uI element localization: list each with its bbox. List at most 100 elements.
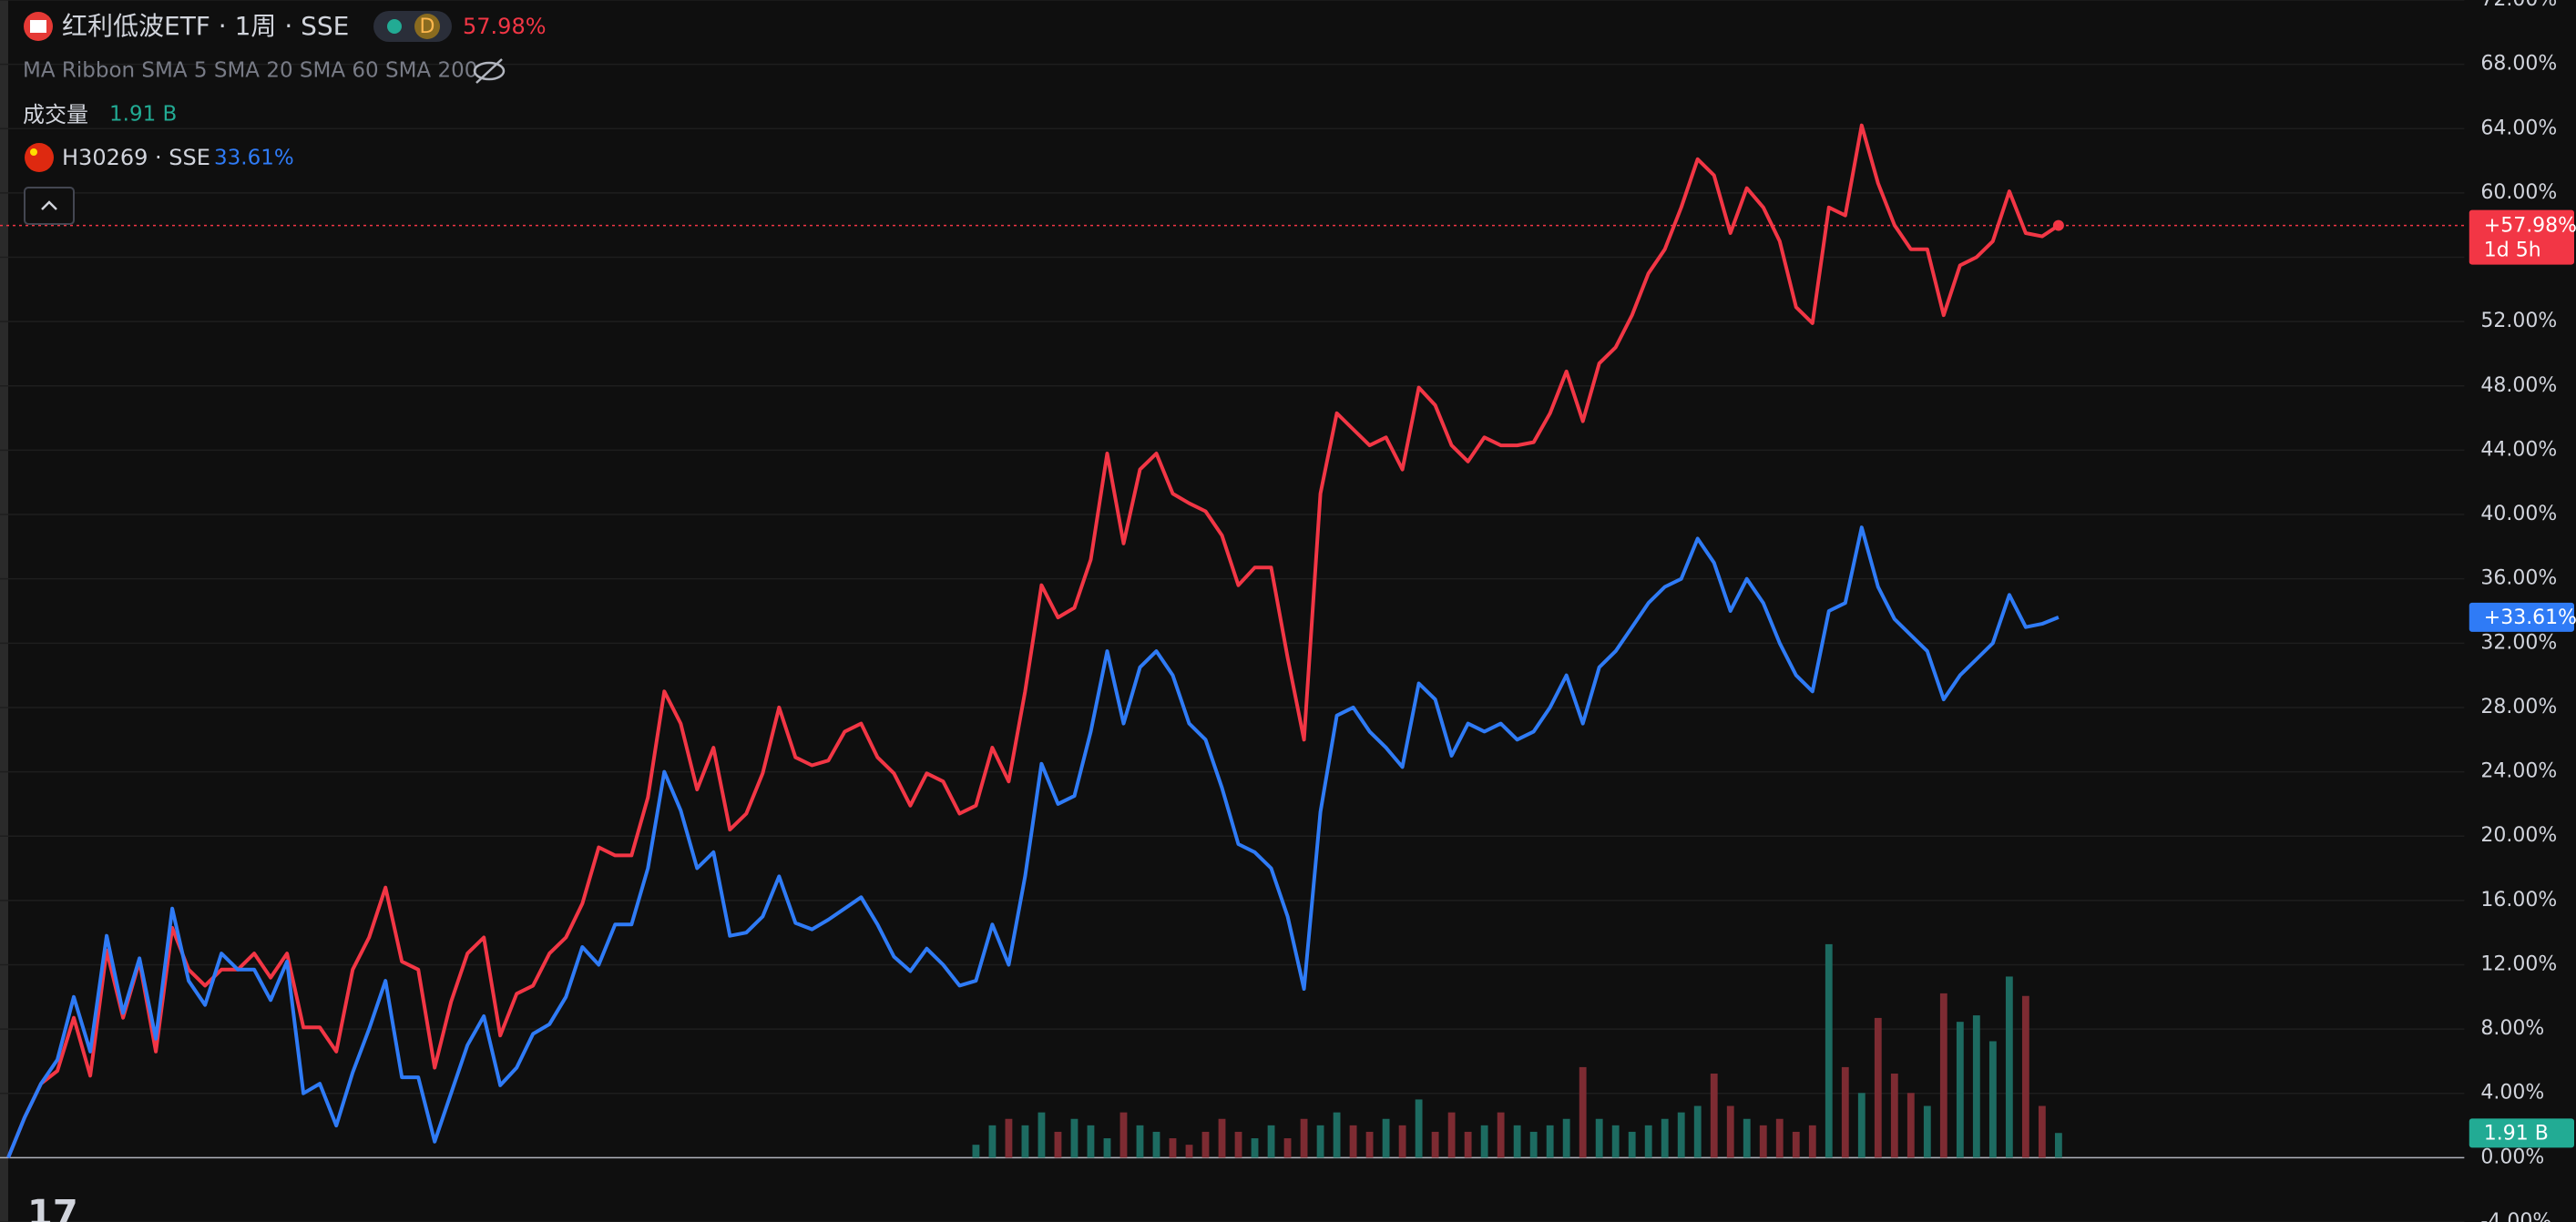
volume-bar: [1890, 1074, 1898, 1158]
compare-title[interactable]: H30269 · SSE: [62, 145, 210, 170]
eye-slash: [475, 58, 503, 84]
y-tick-label: 72.00%: [2480, 0, 2557, 11]
y-tick-label: 8.00%: [2480, 1017, 2544, 1040]
axis-price-box: [2469, 602, 2574, 632]
volume-bar: [1070, 1118, 1078, 1158]
volume-bar: [1956, 1022, 1964, 1158]
series-line: [6, 123, 2060, 1159]
symbol-title[interactable]: 红利低波ETF · 1周 · SSE: [62, 11, 349, 41]
volume-bar: [1906, 1093, 1915, 1158]
y-tick-label: -4.00%: [2480, 1210, 2551, 1222]
y-tick-label: 44.00%: [2480, 438, 2557, 461]
y-tick-label: 12.00%: [2480, 952, 2557, 975]
price-axis: -4.00% 0.00% 4.00% 8.00% 12.00% 16.00% 20.00% 2…: [2469, 0, 2576, 1222]
collapse-button[interactable]: [24, 187, 75, 225]
volume-bar: [1431, 1131, 1439, 1158]
y-tick-label: 68.00%: [2480, 53, 2557, 76]
volume-bar: [1349, 1125, 1357, 1158]
left-edge: [0, 0, 8, 1222]
volume-bar: [1234, 1131, 1242, 1158]
volume-bar: [1103, 1138, 1111, 1158]
volume-bar: [1743, 1118, 1751, 1158]
volume-bar: [1185, 1145, 1193, 1158]
volume-bar: [1759, 1125, 1767, 1158]
y-tick-label: 60.00%: [2480, 181, 2557, 204]
volume-bar: [2021, 995, 2029, 1158]
volume-bar: [1693, 1105, 1702, 1158]
y-tick-label: 36.00%: [2480, 567, 2557, 590]
volume-bar: [1447, 1112, 1456, 1158]
volume-bar: [1365, 1131, 1374, 1158]
volume-bar: [1300, 1118, 1308, 1158]
last-point: [2052, 219, 2064, 231]
y-tick-label: 32.00%: [2480, 631, 2557, 654]
interval-badge: D: [420, 15, 435, 38]
grid: [0, 0, 2465, 1222]
y-tick-label: 40.00%: [2480, 503, 2557, 525]
volume-bar: [1923, 1105, 1931, 1158]
volume-bar: [1644, 1125, 1652, 1158]
compare-change: 33.61%: [214, 147, 294, 170]
volume-bar: [1710, 1074, 1718, 1158]
volume-bar: [1152, 1131, 1160, 1158]
volume-bar: [1333, 1112, 1341, 1158]
symbol-change: 57.98%: [463, 14, 547, 39]
volume-bar: [1283, 1138, 1292, 1158]
volume-bar: [1087, 1125, 1095, 1158]
axis-volume-label: 1.91 B: [2484, 1122, 2549, 1145]
volume-bar: [1464, 1131, 1472, 1158]
brand-logo[interactable]: 17: [27, 1193, 78, 1222]
volume-bar: [1218, 1118, 1226, 1158]
volume-bar: [972, 1145, 980, 1158]
volume-bar: [1628, 1131, 1636, 1158]
volume-bar: [1825, 943, 1833, 1158]
y-tick-label: 20.00%: [2480, 824, 2557, 847]
volume-bar: [1972, 1015, 1980, 1158]
volume-bar: [1169, 1138, 1177, 1158]
axis-price-label: +33.61%: [2484, 606, 2576, 629]
volume-bar: [1529, 1131, 1538, 1158]
compare-flag-star: [30, 148, 37, 156]
volume-bar: [1201, 1131, 1210, 1158]
volume-bar: [1136, 1125, 1144, 1158]
eye-icon: [473, 61, 506, 81]
volume-bar: [2054, 1133, 2062, 1158]
volume-bar: [1857, 1093, 1866, 1158]
volume-bar: [1054, 1131, 1062, 1158]
countdown-label: 1d 5h: [2484, 239, 2541, 262]
y-tick-label: 48.00%: [2480, 374, 2557, 397]
volume-bar: [1382, 1118, 1390, 1158]
volume-bar: [1480, 1125, 1488, 1158]
volume-bar: [2005, 976, 2013, 1158]
volume-bar: [1415, 1099, 1423, 1158]
status-badge[interactable]: [373, 11, 452, 42]
y-tick-label: 0.00%: [2480, 1146, 2544, 1168]
indicator-label[interactable]: MA Ribbon SMA 5 SMA 20 SMA 60 SMA 200: [23, 59, 477, 83]
collapse-icon: [41, 200, 57, 210]
volume-label[interactable]: 成交量: [23, 102, 88, 127]
volume-bar: [1792, 1131, 1800, 1158]
volume-pane: [972, 943, 2062, 1158]
axis-price-label: +57.98%: [2484, 215, 2576, 238]
volume-bar: [1038, 1112, 1046, 1158]
volume-bar: [1562, 1118, 1570, 1158]
volume-bar: [988, 1125, 997, 1158]
volume-bar: [1513, 1125, 1521, 1158]
volume-bar: [1398, 1125, 1406, 1158]
volume-bar: [1726, 1105, 1734, 1158]
volume-bar: [1579, 1066, 1587, 1158]
lines: [0, 123, 2465, 1159]
volume-bar: [1775, 1118, 1784, 1158]
hide-icon[interactable]: [473, 58, 506, 84]
volume-bar: [1021, 1125, 1029, 1158]
volume-bar: [1267, 1125, 1275, 1158]
volume-bar: [1939, 993, 1947, 1158]
y-tick-label: 52.00%: [2480, 310, 2557, 332]
volume-bar: [1808, 1125, 1816, 1158]
market-status-dot: [387, 19, 402, 34]
interval-badge-bg: [414, 14, 440, 39]
volume-bar: [1661, 1118, 1669, 1158]
